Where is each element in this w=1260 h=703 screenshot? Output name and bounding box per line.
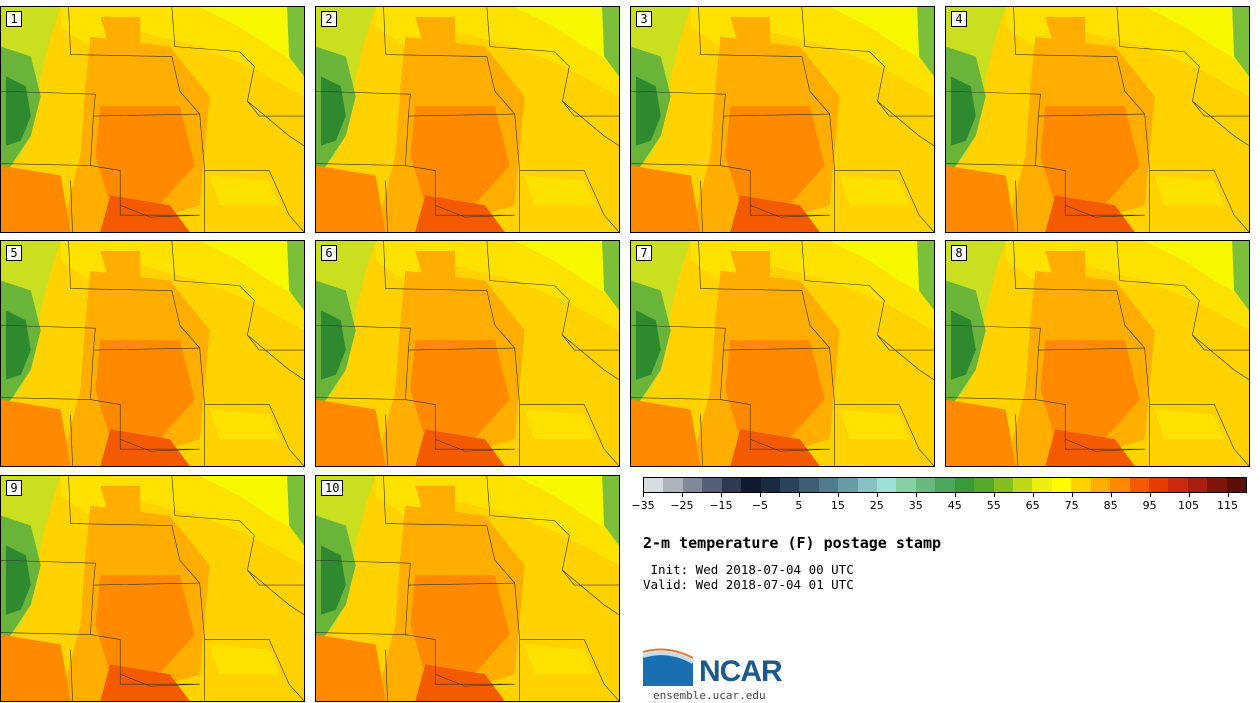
colorbar-cell — [1187, 478, 1208, 492]
colorbar-tick-label: 45 — [947, 499, 962, 512]
colorbar-tick — [1149, 493, 1151, 497]
colorbar-tick-label: 85 — [1103, 499, 1118, 512]
colorbar-tick — [1227, 493, 1229, 497]
colorbar-tick-label: 15 — [830, 499, 845, 512]
colorbar-cell — [663, 478, 683, 492]
colorbar-tick — [1071, 493, 1073, 497]
colorbar-cell — [702, 478, 722, 492]
member-map-panel: 5 — [0, 240, 305, 467]
init-time: Init: Wed 2018-07-04 00 UTC — [643, 562, 854, 577]
colorbar-ticks: −35 −25 −15 −5 5 15 25 35 45 55 65 75 85 95 105 115 — [631, 493, 1247, 513]
colorbar-cell — [877, 478, 897, 492]
colorbar-cell — [1129, 478, 1149, 492]
member-number-label: 7 — [636, 245, 652, 261]
colorbar-tick — [681, 493, 683, 497]
colorbar-tick — [993, 493, 995, 497]
colorbar-cell — [818, 478, 839, 492]
colorbar-cell — [1051, 478, 1072, 492]
colorbar-cell — [993, 478, 1014, 492]
colorbar-cell — [1090, 478, 1111, 492]
member-map-panel: 2 — [315, 6, 620, 233]
colorbar-cell — [838, 478, 858, 492]
member-map-panel: 4 — [945, 6, 1250, 233]
colorbar-cell — [1207, 478, 1227, 492]
colorbar-tick-label: 25 — [869, 499, 884, 512]
member-number-label: 6 — [321, 245, 337, 261]
colorbar-tick — [798, 493, 800, 497]
member-number-label: 4 — [951, 11, 967, 27]
member-map-panel: 1 — [0, 6, 305, 233]
colorbar-tick — [759, 493, 761, 497]
colorbar-tick-label: −15 — [709, 499, 733, 512]
member-number-label: 2 — [321, 11, 337, 27]
colorbar-cell — [954, 478, 975, 492]
colorbar-tick-label: 35 — [908, 499, 923, 512]
colorbar-tick — [837, 493, 839, 497]
colorbar-tick — [954, 493, 956, 497]
colorbar-tick — [876, 493, 878, 497]
member-map-panel: 9 — [0, 475, 305, 702]
member-number-label: 1 — [6, 11, 22, 27]
ncar-logo-icon — [643, 648, 694, 686]
site-url: ensemble.ucar.edu — [653, 689, 766, 702]
colorbar-cell — [741, 478, 761, 492]
member-number-label: 3 — [636, 11, 652, 27]
colorbar-cell — [1032, 478, 1052, 492]
page-title: 2-m temperature (F) postage stamp — [643, 534, 942, 552]
colorbar-tick-label: 65 — [1025, 499, 1040, 512]
colorbar-cell — [1168, 478, 1188, 492]
member-map-panel: 3 — [630, 6, 935, 233]
colorbar-cell — [1071, 478, 1091, 492]
colorbar-tick-label: −25 — [670, 499, 694, 512]
member-map-panel: 6 — [315, 240, 620, 467]
colorbar-cell — [915, 478, 936, 492]
logo-text: NCAR — [699, 655, 783, 688]
member-map-panel: 10 — [315, 475, 620, 702]
colorbar-tick — [1188, 493, 1190, 497]
colorbar-cell — [1110, 478, 1130, 492]
colorbar-cell — [799, 478, 819, 492]
member-number-label: 5 — [6, 245, 22, 261]
member-number-label: 8 — [951, 245, 967, 261]
colorbar-cell — [896, 478, 916, 492]
colorbar-cell — [1226, 478, 1247, 492]
colorbar-tick-label: −35 — [631, 499, 655, 512]
colorbar-cell — [760, 478, 780, 492]
colorbar-cell — [935, 478, 955, 492]
colorbar-tick-label: 5 — [795, 499, 803, 512]
colorbar-cell — [779, 478, 800, 492]
colorbar-tick — [1032, 493, 1034, 497]
colorbar-tick — [720, 493, 722, 497]
colorbar-cell — [974, 478, 994, 492]
member-number-label: 10 — [321, 480, 344, 496]
member-number-label: 9 — [6, 480, 22, 496]
temperature-colorbar — [643, 477, 1247, 493]
colorbar-tick-label: −5 — [751, 499, 768, 512]
colorbar-tick — [643, 493, 644, 497]
colorbar-tick-label: 95 — [1142, 499, 1157, 512]
colorbar-cell — [721, 478, 742, 492]
colorbar-tick — [915, 493, 917, 497]
member-map-panel: 7 — [630, 240, 935, 467]
colorbar-tick — [1110, 493, 1112, 497]
colorbar-cell — [1013, 478, 1033, 492]
colorbar-tick-label: 115 — [1217, 499, 1239, 512]
colorbar-cell — [682, 478, 703, 492]
colorbar-tick-label: 75 — [1064, 499, 1079, 512]
colorbar-tick-label: 55 — [986, 499, 1001, 512]
colorbar-cell — [644, 478, 664, 492]
valid-time: Valid: Wed 2018-07-04 01 UTC — [643, 577, 854, 592]
member-map-panel: 8 — [945, 240, 1250, 467]
colorbar-tick-label: 105 — [1178, 499, 1200, 512]
colorbar-cell — [857, 478, 878, 492]
colorbar-cell — [1148, 478, 1169, 492]
